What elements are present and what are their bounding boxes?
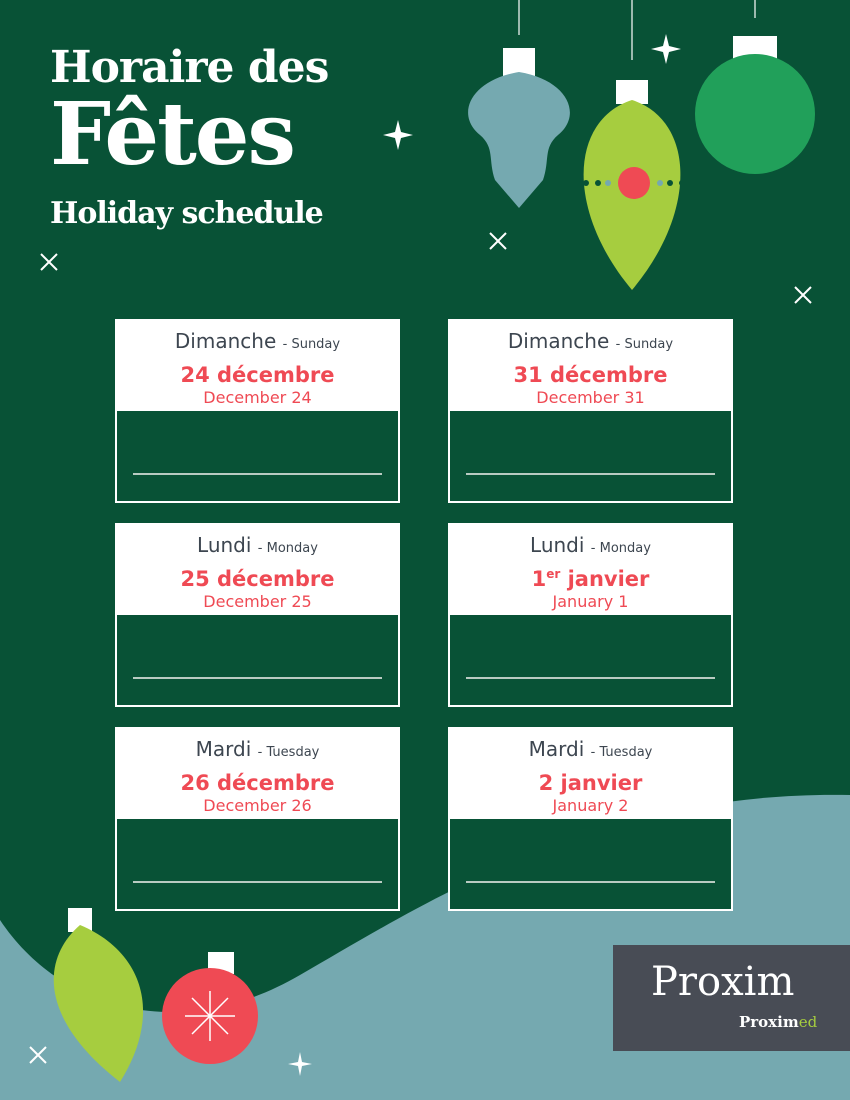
schedule-card: Mardi - Tuesday 2 janvier January 2 bbox=[448, 727, 733, 911]
day-fr: Mardi bbox=[528, 737, 585, 761]
date-fr-main: 26 décembre bbox=[180, 771, 335, 795]
card-header: Lundi - Monday 1er janvier January 1 bbox=[448, 523, 733, 613]
date-en: January 1 bbox=[552, 592, 629, 611]
ornament-strings bbox=[518, 0, 756, 60]
hours-write-line bbox=[133, 677, 382, 679]
schedule-card: Mardi - Tuesday 26 décembre December 26 bbox=[115, 727, 400, 911]
cross-sparkle-icons bbox=[29, 232, 812, 1064]
schedule-card: Lundi - Monday 25 décembre December 25 bbox=[115, 523, 400, 707]
schedule-card: Dimanche - Sunday 31 décembre December 3… bbox=[448, 319, 733, 503]
blue-ornament-icon bbox=[468, 48, 570, 208]
hours-box bbox=[450, 411, 731, 501]
day-fr: Dimanche bbox=[174, 329, 277, 353]
hours-write-line bbox=[466, 473, 715, 475]
date-fr: 24 décembre bbox=[115, 357, 400, 388]
hours-write-line bbox=[133, 473, 382, 475]
date-en: December 24 bbox=[203, 388, 312, 407]
hours-write-line bbox=[133, 881, 382, 883]
date-fr: 26 décembre bbox=[115, 765, 400, 796]
day-en: - Monday bbox=[590, 541, 651, 556]
day-name: Mardi - Tuesday bbox=[448, 737, 733, 765]
hours-box bbox=[117, 819, 398, 909]
title-holiday-schedule: Holiday schedule bbox=[50, 196, 324, 231]
card-header: Dimanche - Sunday 24 décembre December 2… bbox=[115, 319, 400, 409]
green-ball-ornament-icon bbox=[695, 36, 815, 174]
day-name: Mardi - Tuesday bbox=[115, 737, 400, 765]
logo-sub-a: Proxim bbox=[739, 1013, 799, 1031]
day-fr: Lundi bbox=[530, 533, 585, 557]
day-en: - Tuesday bbox=[590, 745, 653, 760]
hours-write-line bbox=[466, 881, 715, 883]
hours-box bbox=[450, 819, 731, 909]
sparkle-icons bbox=[288, 34, 681, 1076]
red-ball-ornament-icon bbox=[162, 952, 258, 1064]
date-fr-rest: janvier bbox=[560, 567, 650, 591]
schedule-card: Dimanche - Sunday 24 décembre December 2… bbox=[115, 319, 400, 503]
hours-box bbox=[117, 411, 398, 501]
date-fr: 1er janvier bbox=[448, 561, 733, 592]
day-name: Lundi - Monday bbox=[448, 533, 733, 561]
date-en: December 25 bbox=[203, 592, 312, 611]
card-header: Mardi - Tuesday 26 décembre December 26 bbox=[115, 727, 400, 817]
date-fr-main: 31 décembre bbox=[513, 363, 668, 387]
logo-brand: Proxim bbox=[651, 959, 795, 1005]
day-fr: Lundi bbox=[197, 533, 252, 557]
proxim-logo: Proxim Proximed bbox=[613, 945, 850, 1051]
date-en: December 26 bbox=[203, 796, 312, 815]
day-en: - Monday bbox=[257, 541, 318, 556]
date-fr-main: 24 décembre bbox=[180, 363, 335, 387]
day-en: - Sunday bbox=[282, 337, 341, 352]
day-name: Dimanche - Sunday bbox=[448, 329, 733, 357]
day-fr: Dimanche bbox=[507, 329, 610, 353]
title-fetes: Fêtes bbox=[50, 84, 296, 185]
hours-box bbox=[450, 615, 731, 705]
title-line-1: Horaire des bbox=[50, 42, 329, 93]
schedule-card: Lundi - Monday 1er janvier January 1 bbox=[448, 523, 733, 707]
lime-ornament-icon bbox=[583, 80, 685, 290]
date-fr: 25 décembre bbox=[115, 561, 400, 592]
date-fr-main: 2 janvier bbox=[538, 771, 643, 795]
date-fr: 2 janvier bbox=[448, 765, 733, 796]
day-en: - Sunday bbox=[615, 337, 674, 352]
card-header: Mardi - Tuesday 2 janvier January 2 bbox=[448, 727, 733, 817]
bottom-lime-ornament-icon bbox=[53, 908, 144, 1082]
card-header: Dimanche - Sunday 31 décembre December 3… bbox=[448, 319, 733, 409]
date-fr: 31 décembre bbox=[448, 357, 733, 388]
day-en: - Tuesday bbox=[257, 745, 320, 760]
date-en: December 31 bbox=[536, 388, 645, 407]
date-fr-sup: er bbox=[546, 567, 561, 581]
hours-box bbox=[117, 615, 398, 705]
logo-proximed: Proximed bbox=[739, 1013, 817, 1031]
date-fr-main: 1 bbox=[531, 567, 547, 591]
day-fr: Mardi bbox=[195, 737, 252, 761]
day-name: Dimanche - Sunday bbox=[115, 329, 400, 357]
date-en: January 2 bbox=[552, 796, 629, 815]
hours-write-line bbox=[466, 677, 715, 679]
day-name: Lundi - Monday bbox=[115, 533, 400, 561]
date-fr-main: 25 décembre bbox=[180, 567, 335, 591]
logo-sub-b: ed bbox=[798, 1013, 818, 1031]
card-header: Lundi - Monday 25 décembre December 25 bbox=[115, 523, 400, 613]
